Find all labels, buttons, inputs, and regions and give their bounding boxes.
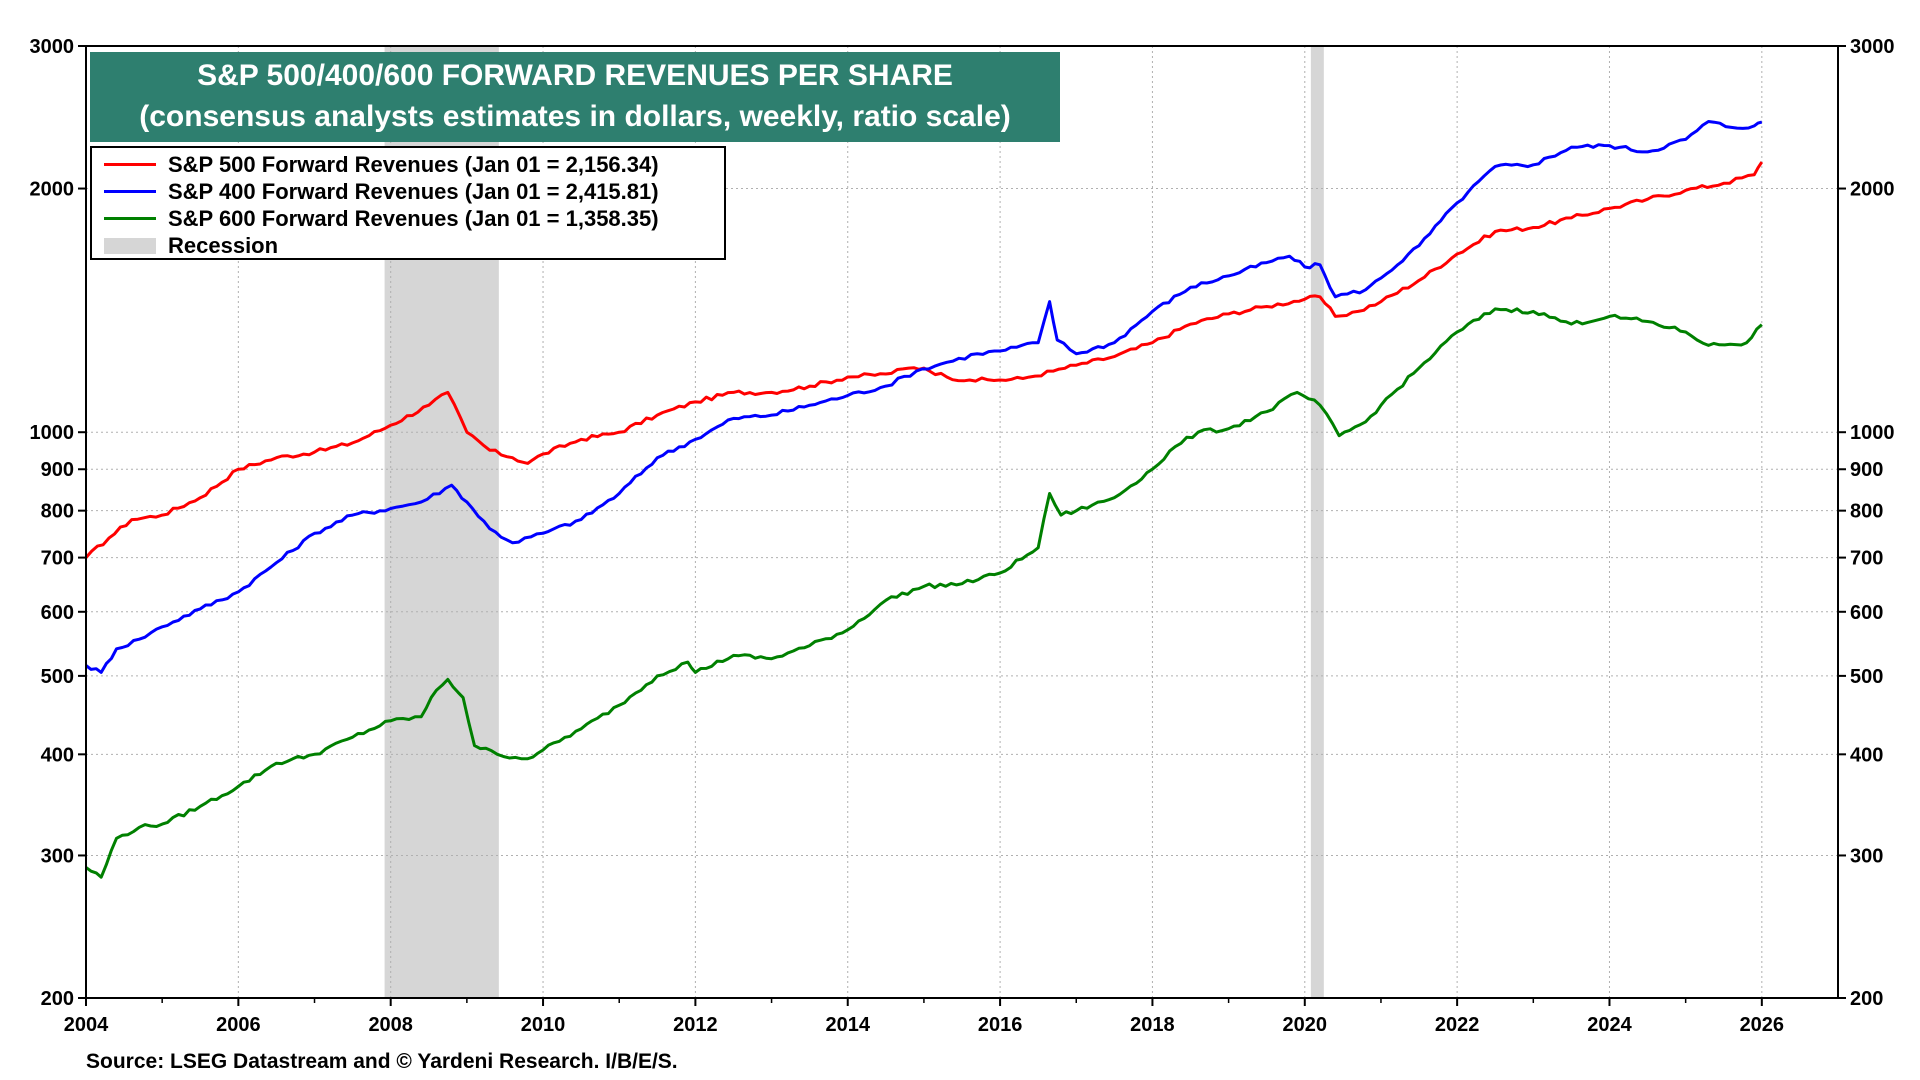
legend-label-sp500: S&P 500 Forward Revenues (Jan 01 = 2,156… [168,151,659,177]
y-tick-label-right: 200 [1850,988,1883,1010]
y-tick-label: 500 [41,666,74,688]
y-tick-label: 900 [41,459,74,481]
gridlines [86,46,1838,998]
y-tick-label-right: 700 [1850,548,1883,570]
x-tick-label: 2020 [1283,1014,1328,1036]
y-tick-label: 2000 [30,179,75,201]
chart-title: S&P 500/400/600 FORWARD REVENUES PER SHA… [197,59,953,92]
y-tick-label: 600 [41,602,74,624]
x-tick-label: 2006 [216,1014,261,1036]
y-tick-label: 1000 [30,422,75,444]
legend-item-sp400: S&P 400 Forward Revenues (Jan 01 = 2,415… [104,178,659,205]
legend-item-sp500: S&P 500 Forward Revenues (Jan 01 = 2,156… [104,151,659,178]
y-tick-label-right: 1000 [1850,422,1895,444]
y-tick-label-right: 2000 [1850,179,1895,201]
y-tick-label: 300 [41,845,74,867]
legend-swatch-recession [104,237,156,254]
y-tick-label: 400 [41,744,74,766]
legend-swatch-sp500 [104,163,156,166]
x-tick-label: 2018 [1130,1014,1175,1036]
series-line-sp600 [85,307,1763,879]
axis-ticks: 200 200 300 300 400 400 500 500 600 600 700 700 800 8… [30,36,1895,1036]
series-line-sp400 [85,120,1763,674]
x-tick-label: 2026 [1740,1014,1785,1036]
chart-title-box: S&P 500/400/600 FORWARD REVENUES PER SHA… [90,52,1060,142]
y-tick-label: 700 [41,548,74,570]
x-tick-label: 2010 [521,1014,566,1036]
x-tick-label: 2016 [978,1014,1023,1036]
y-tick-label-right: 600 [1850,602,1883,624]
y-tick-label: 800 [41,501,74,523]
x-tick-label: 2014 [825,1014,870,1036]
x-tick-label: 2024 [1587,1014,1632,1036]
source-note: Source: LSEG Datastream and © Yardeni Re… [86,1050,678,1073]
y-tick-label-right: 500 [1850,666,1883,688]
x-tick-label: 2022 [1435,1014,1480,1036]
x-tick-label: 2008 [368,1014,413,1036]
legend-label-recession: Recession [168,232,279,258]
y-tick-label: 3000 [30,36,75,58]
y-tick-label: 200 [41,988,74,1010]
y-tick-label-right: 800 [1850,501,1883,523]
legend-label-sp600: S&P 600 Forward Revenues (Jan 01 = 1,358… [168,205,659,231]
y-tick-label-right: 300 [1850,845,1883,867]
legend-item-recession: Recession [104,232,278,259]
y-tick-label-right: 400 [1850,744,1883,766]
recession-band [1310,46,1324,998]
legend-item-sp600: S&P 600 Forward Revenues (Jan 01 = 1,358… [104,205,659,232]
plot-frame [85,45,1839,999]
y-tick-label-right: 900 [1850,459,1883,481]
legend-swatch-sp400 [104,190,156,193]
legend: S&P 500 Forward Revenues (Jan 01 = 2,156… [90,146,726,260]
legend-label-sp400: S&P 400 Forward Revenues (Jan 01 = 2,415… [168,178,659,204]
legend-swatch-sp600 [104,217,156,220]
chart-subtitle: (consensus analysts estimates in dollars… [139,100,1011,133]
series-lines [84,120,1764,879]
y-tick-label-right: 3000 [1850,36,1895,58]
x-tick-label: 2012 [673,1014,718,1036]
x-tick-label: 2004 [64,1014,109,1036]
